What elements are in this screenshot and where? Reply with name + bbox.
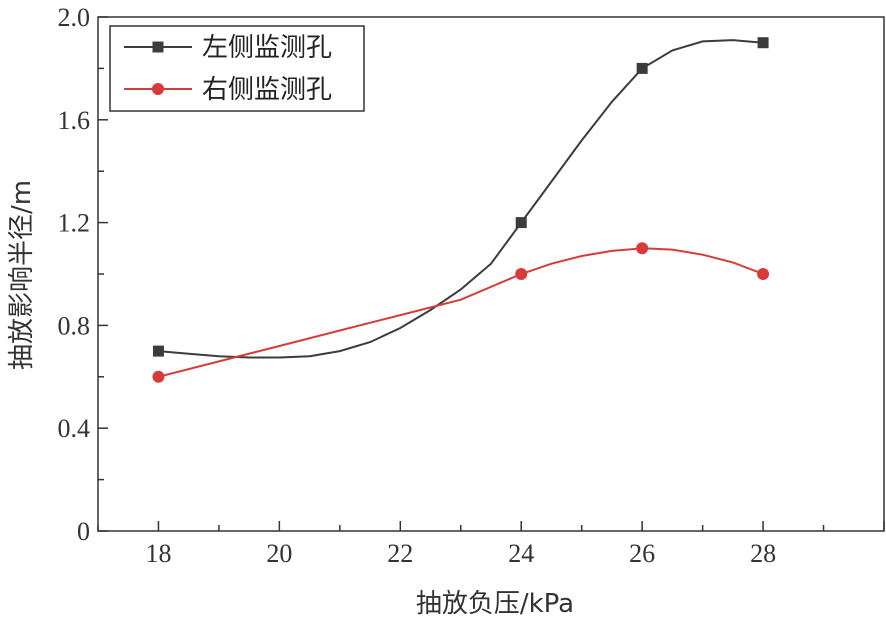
x-tick-label: 22 [387,539,413,568]
x-tick-label: 26 [629,539,655,568]
axes: 18 20 22 24 26 28 0 0.4 0.8 1.2 1.6 2.0 [58,3,885,568]
x-tick-label: 28 [750,539,776,568]
y-tick-label: 0.8 [58,311,91,340]
y-tick-label: 1.6 [58,106,91,135]
legend-swatch-marker [152,41,164,53]
x-axis-title: 抽放负压/kPa [416,589,574,619]
series-layer [152,37,770,383]
series-2 [152,242,770,383]
data-point [757,37,769,49]
data-point [636,62,648,74]
x-tick-label: 24 [508,539,534,568]
data-point [515,217,527,229]
y-tick-label: 1.2 [58,209,91,238]
series-1 [152,37,769,359]
legend-label: 左侧监测孔 [202,33,332,63]
x-tick-label: 18 [145,539,171,568]
legend-label: 右侧监测孔 [202,75,332,105]
series-line [158,247,764,378]
y-tick-label: 2.0 [58,3,91,32]
legend-item-2: 右侧监测孔 [124,75,332,105]
data-point [152,345,164,357]
y-tick-label: 0 [77,517,90,546]
x-tick-label: 20 [266,539,292,568]
y-tick-label: 0.4 [58,414,91,443]
legend-box [109,25,365,112]
legend-item-1: 左侧监测孔 [124,33,332,63]
data-point [636,242,649,255]
y-axis-title: 抽放影响半径/m [7,180,37,370]
legend-swatch-marker [152,83,164,95]
series-line [158,39,764,359]
data-point [515,268,528,280]
data-point [757,268,770,280]
data-point [152,370,165,383]
